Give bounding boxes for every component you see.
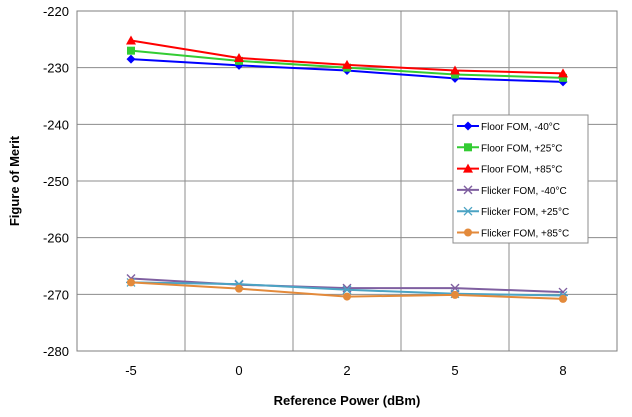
- marker-stroke: [342, 283, 352, 293]
- y-axis-ticks: -220 -230 -240 -250 -260 -270 -280: [43, 4, 69, 359]
- legend-marker: [463, 185, 473, 195]
- y-tick-label: -230: [43, 61, 69, 76]
- x-tick-label: 2: [343, 363, 350, 378]
- x-axis-title: Reference Power (dBm): [274, 393, 421, 408]
- y-tick-label: -220: [43, 4, 69, 19]
- legend-label: Flicker FOM, +85°C: [481, 229, 569, 240]
- y-tick-label: -260: [43, 231, 69, 246]
- data-point: [234, 53, 244, 63]
- data-point: [235, 284, 243, 293]
- data-point: [127, 46, 135, 55]
- legend-label: Flicker FOM, -40°C: [481, 186, 567, 197]
- legend-marker: [464, 228, 472, 237]
- legend: Floor FOM, -40°C Floor FOM, +25°C Floor FO…: [452, 114, 589, 244]
- x-tick-label: 0: [235, 363, 242, 378]
- y-tick-label: -240: [43, 117, 69, 132]
- data-point: [342, 285, 352, 295]
- data-point: [126, 54, 136, 64]
- x-tick-label: -5: [125, 363, 137, 378]
- data-point: [127, 278, 135, 287]
- data-point: [451, 290, 459, 299]
- x-tick-label: 5: [451, 363, 458, 378]
- plot-area: [76, 10, 618, 352]
- marker-stroke: [463, 185, 473, 195]
- data-point: [126, 35, 136, 45]
- data-point: [343, 292, 351, 301]
- legend-marker: [464, 143, 472, 152]
- y-axis-title: Figure of Merit: [7, 135, 22, 226]
- series: [126, 35, 568, 303]
- series-group: [127, 278, 567, 303]
- data-point: [450, 65, 460, 75]
- legend-marker: [463, 206, 473, 216]
- data-point: [559, 294, 567, 303]
- y-tick-label: -270: [43, 287, 69, 302]
- data-point: [559, 73, 567, 82]
- legend-marker: [463, 163, 473, 173]
- legend-label: Floor FOM, -40°C: [481, 122, 560, 133]
- y-tick-label: -280: [43, 344, 69, 359]
- legend-marker: [463, 121, 473, 131]
- legend-label: Floor FOM, +25°C: [481, 143, 563, 154]
- data-point: [342, 59, 352, 69]
- x-tick-label: 8: [559, 363, 566, 378]
- legend-box: [452, 114, 589, 244]
- legend-label: Floor FOM, +85°C: [481, 165, 563, 176]
- y-tick-label: -250: [43, 174, 69, 189]
- series-group: [126, 35, 568, 78]
- x-axis-ticks: -5 0 2 5 8: [125, 363, 566, 378]
- data-point: [558, 68, 568, 78]
- legend-label: Flicker FOM, +25°C: [481, 207, 569, 218]
